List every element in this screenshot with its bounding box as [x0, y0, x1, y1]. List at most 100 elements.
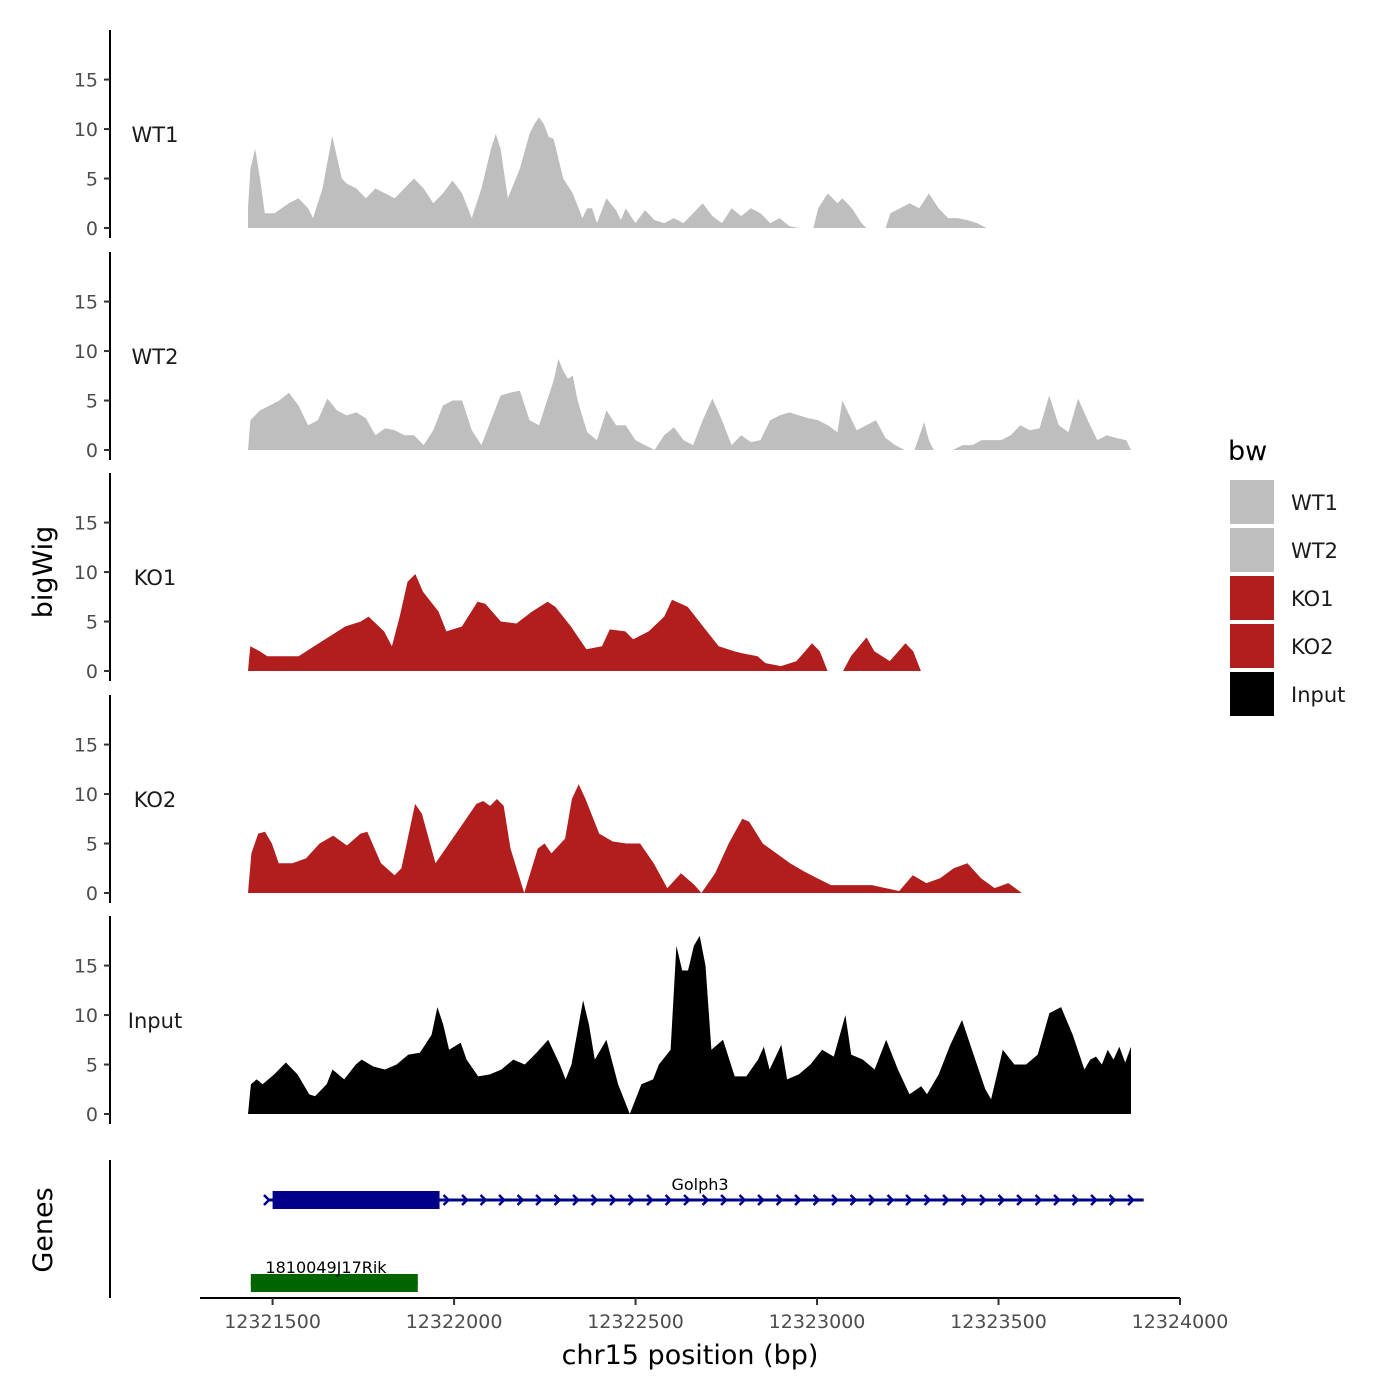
y-tick-label: 10	[74, 119, 98, 141]
track-area-ko2	[248, 784, 1131, 893]
strand-arrow-icon	[516, 1194, 525, 1206]
strand-arrow-icon	[701, 1194, 710, 1206]
legend-title: bw	[1228, 436, 1267, 467]
y-tick-label: 0	[86, 661, 98, 683]
strand-arrow-icon	[609, 1194, 617, 1206]
x-tick-label: 12324000	[1132, 1311, 1229, 1333]
y-tick-label: 0	[86, 218, 98, 240]
x-tick-label: 12322500	[587, 1311, 684, 1333]
strand-arrow-icon	[479, 1194, 488, 1206]
strand-arrow-icon	[794, 1194, 802, 1206]
y-tick-label: 10	[74, 1005, 98, 1027]
y-tick-label: 5	[86, 391, 98, 413]
y-tick-label: 5	[86, 834, 98, 856]
y-tick-label: 0	[86, 1104, 98, 1126]
gene-exon	[250, 1274, 418, 1292]
track-label: WT2	[132, 345, 179, 369]
strand-arrow-icon	[960, 1194, 969, 1206]
strand-arrow-icon	[1108, 1194, 1117, 1206]
track-area-wt2	[248, 359, 1131, 450]
x-tick-label: 12321500	[224, 1311, 321, 1333]
track-ko2: 0 5 10 15 KO2	[74, 695, 1131, 905]
y-tick-label: 5	[86, 169, 98, 191]
y-tick-label: 15	[74, 513, 98, 535]
track-ko1: 0 5 10 15 KO1	[74, 473, 1131, 683]
track-input: 0 5 10 15 Input	[74, 916, 1131, 1126]
legend-swatch	[1230, 576, 1274, 620]
x-tick-label: 12323000	[769, 1311, 866, 1333]
legend-label: Input	[1291, 683, 1345, 707]
legend: WT1 WT2 KO1 KO2 Input	[1230, 480, 1345, 716]
strand-arrow-icon	[905, 1194, 913, 1206]
strand-arrow-icon	[1127, 1194, 1135, 1206]
strand-arrow-icon	[572, 1194, 580, 1206]
strand-arrow-icon	[590, 1194, 599, 1206]
strand-arrow-icon	[627, 1194, 636, 1206]
y-tick-label: 10	[74, 562, 98, 584]
genes-axis-title: Genes	[28, 1187, 59, 1272]
track-label: KO1	[134, 566, 177, 590]
legend-label: WT1	[1291, 491, 1338, 515]
gene-exon	[272, 1191, 440, 1209]
legend-swatch	[1230, 624, 1274, 668]
legend-label: KO2	[1291, 635, 1334, 659]
strand-arrow-icon	[923, 1194, 932, 1206]
y-tick-label: 10	[74, 341, 98, 363]
gene-label: 1810049J17Rik	[265, 1258, 387, 1277]
y-tick-label: 5	[86, 612, 98, 634]
track-area-ko1	[248, 574, 1131, 671]
y-tick-label: 15	[74, 956, 98, 978]
strand-arrow-icon	[1053, 1194, 1061, 1206]
legend-swatch	[1230, 528, 1274, 572]
y-tick-label: 15	[74, 735, 98, 757]
gene-label: Golph3	[671, 1175, 728, 1194]
y-tick-label: 0	[86, 440, 98, 462]
strand-arrow-icon	[979, 1194, 987, 1206]
strand-arrow-icon	[849, 1194, 858, 1206]
strand-arrow-icon	[1071, 1194, 1080, 1206]
strand-arrow-icon	[442, 1194, 451, 1206]
x-tick-label: 12323500	[950, 1311, 1047, 1333]
y-tick-label: 15	[74, 292, 98, 314]
legend-label: KO1	[1291, 587, 1334, 611]
strand-arrow-icon	[553, 1194, 562, 1206]
strand-arrow-icon	[461, 1194, 469, 1206]
y-tick-label: 10	[74, 784, 98, 806]
y-tick-label: 5	[86, 1055, 98, 1077]
x-axis-title: chr15 position (bp)	[562, 1340, 819, 1371]
strand-arrow-icon	[683, 1194, 691, 1206]
track-label: Input	[128, 1009, 182, 1033]
track-label: KO2	[134, 788, 177, 812]
strand-arrow-icon	[664, 1194, 673, 1206]
strand-arrow-icon	[868, 1194, 876, 1206]
gene-1810049j17rik: 1810049J17Rik	[250, 1258, 418, 1292]
strand-arrow-icon	[942, 1194, 950, 1206]
strand-arrow-icon	[738, 1194, 747, 1206]
strand-arrow-icon	[812, 1194, 821, 1206]
strand-arrow-icon	[1090, 1194, 1098, 1206]
track-wt2: 0 5 10 15 WT2	[74, 252, 1131, 462]
legend-swatch	[1230, 672, 1274, 716]
track-area-input	[248, 935, 1131, 1114]
legend-swatch	[1230, 480, 1274, 524]
genes-layer: Golph3 1810049J17Rik	[109, 1160, 1144, 1298]
track-wt1: 0 5 10 15 WT1	[74, 30, 1131, 240]
strand-arrow-icon	[263, 1194, 271, 1206]
y-axis-title: bigWig	[28, 526, 59, 619]
strand-arrow-icon	[535, 1194, 543, 1206]
strand-arrow-icon	[646, 1194, 654, 1206]
y-tick-label: 0	[86, 883, 98, 905]
strand-arrow-icon	[757, 1194, 765, 1206]
strand-arrow-icon	[498, 1194, 506, 1206]
track-label: WT1	[132, 123, 179, 147]
x-axis: 12321500 12322000 12322500 12323000 12323500…	[200, 1297, 1229, 1333]
track-area-wt1	[248, 117, 1131, 228]
legend-label: WT2	[1291, 539, 1338, 563]
tracks-layer: 0 5 10 15 WT1 0 5 10 15 WT2 0 5 10 15 KO1 0 5 10 15 KO2 0 5 10…	[74, 30, 1131, 1126]
strand-arrow-icon	[831, 1194, 839, 1206]
strand-arrow-icon	[886, 1194, 895, 1206]
strand-arrow-icon	[720, 1194, 728, 1206]
strand-arrow-icon	[997, 1194, 1006, 1206]
strand-arrow-icon	[775, 1194, 784, 1206]
